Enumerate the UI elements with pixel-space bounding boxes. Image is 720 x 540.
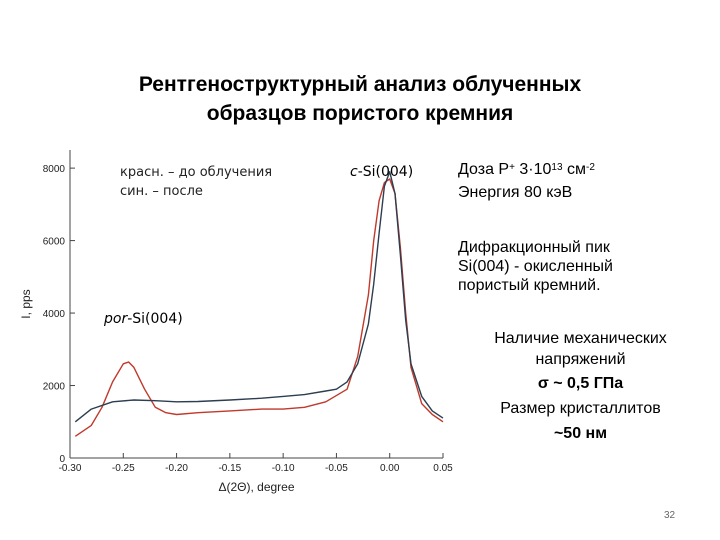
energy-text: Энергия 80 кэВ — [458, 184, 573, 201]
dose-unit: см — [562, 161, 586, 178]
dose-unit-exp: -2 — [585, 162, 595, 173]
legend-red: красн. – до облучения — [120, 165, 273, 180]
y-tick-label: 4000 — [43, 309, 66, 320]
x-tick-label: -0.05 — [325, 463, 348, 474]
x-axis-label: Δ(2Θ), degree — [218, 480, 294, 494]
y-tick-label: 6000 — [43, 237, 66, 248]
x-tick-label: 0.05 — [433, 463, 453, 474]
dose-exp: 13 — [551, 162, 563, 173]
peak-main-prefix: c — [350, 164, 358, 180]
page-number: 32 — [664, 510, 676, 521]
y-axis-label: I, pps — [19, 289, 33, 318]
y-tick-label: 2000 — [43, 382, 66, 393]
x-tick-label: -0.25 — [112, 463, 135, 474]
peak-por-suffix: -Si(004) — [127, 311, 183, 327]
slide-title: Рентгеноструктурный анализ облученных об… — [60, 70, 660, 128]
y-tick-label: 0 — [59, 454, 65, 465]
y-tick-label: 8000 — [43, 164, 66, 175]
x-tick-label: -0.20 — [165, 463, 188, 474]
title-line-2: образцов пористого кремния — [206, 102, 514, 125]
peak-label-c-si: c-Si(004) — [350, 164, 413, 180]
x-tick-label: -0.30 — [59, 463, 82, 474]
x-tick-label: -0.10 — [272, 463, 295, 474]
dose-text: Доза P+ 3·1013 см-2 — [458, 160, 595, 179]
peak-por-prefix: por — [104, 311, 128, 327]
x-tick-label: 0.00 — [380, 463, 400, 474]
dose-prefix: Доза P — [458, 161, 510, 178]
diffraction-line-2: Si(004) - окисленный — [458, 258, 613, 275]
stress-line-2: напряжений — [535, 351, 626, 368]
x-tick-label: -0.15 — [218, 463, 241, 474]
chart-legend: красн. – до облучения син. – после — [120, 163, 272, 201]
title-line-1: Рентгеноструктурный анализ облученных — [138, 73, 582, 96]
chart-series — [74, 170, 444, 437]
crystal-size: ~50 нм — [553, 425, 608, 442]
legend-blue: син. – после — [120, 184, 203, 199]
series-line-1 — [74, 170, 444, 423]
diffraction-line-1: Дифракционный пик — [458, 239, 610, 256]
dose-plus: + — [509, 162, 515, 173]
diffraction-line-3: пористый кремний. — [458, 277, 601, 294]
chart-axes: 0 2000 4000 6000 8000 -0.30 -0.25 -0.20 -0.15 -0.… — [19, 150, 453, 494]
crystal-line-1: Размер кристаллитов — [500, 400, 661, 417]
stress-line-1: Наличие механических — [494, 330, 667, 347]
peak-main-suffix: -Si(004) — [357, 164, 414, 180]
peak-label-por-si: por-Si(004) — [104, 311, 183, 327]
dose-value: 3·10 — [514, 161, 552, 178]
stress-value: σ ~ 0,5 ГПа — [537, 375, 624, 392]
